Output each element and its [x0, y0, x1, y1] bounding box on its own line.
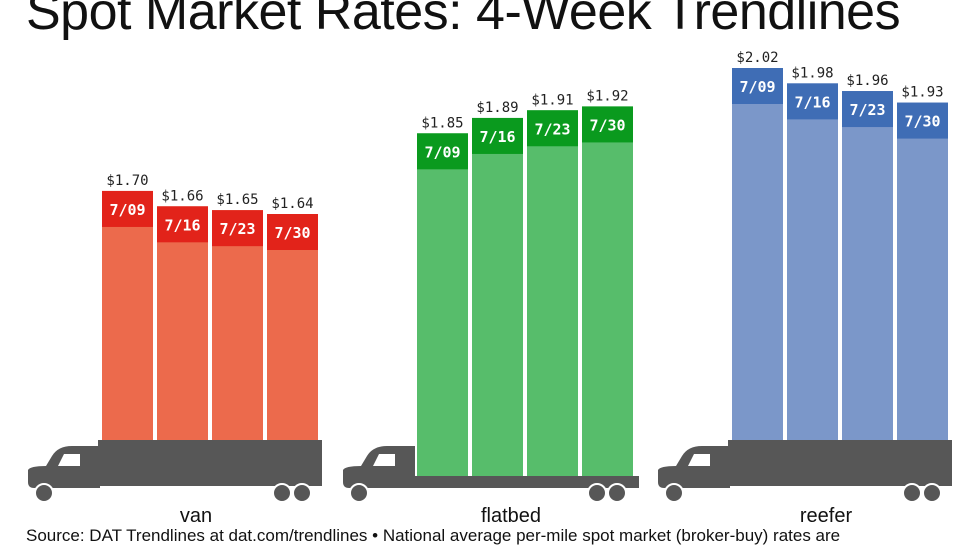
- reefer-truck-cab-icon: [658, 446, 730, 488]
- van-bar: [157, 206, 208, 440]
- van-bar-band: [212, 210, 263, 247]
- reefer-value-label: $1.96: [846, 73, 888, 89]
- van-trailer: [98, 440, 322, 486]
- flatbed-bar-date-label: 7/23: [534, 120, 570, 138]
- flatbed-bar-band: [417, 133, 468, 170]
- van-bar-band: [267, 214, 318, 250]
- reefer-value-label: $1.93: [901, 85, 943, 101]
- van-value-label: $1.66: [161, 188, 203, 204]
- flatbed-bar-band: [527, 110, 578, 147]
- reefer-group-label: reefer: [800, 505, 853, 527]
- van-value-label: $1.64: [271, 196, 313, 212]
- flatbed-wheel-icon: [349, 483, 369, 503]
- van-bar-date-label: 7/30: [274, 224, 310, 242]
- reefer-bar: [842, 91, 893, 440]
- flatbed-bar-band: [582, 106, 633, 143]
- van-bar-date-label: 7/09: [109, 201, 145, 219]
- reefer-bar-date-label: 7/30: [904, 113, 940, 131]
- flatbed-bar-date-label: 7/30: [589, 116, 625, 134]
- reefer-wheel-icon: [664, 483, 684, 503]
- reefer-bar-band: [732, 68, 783, 104]
- van-bar-date-label: 7/16: [164, 216, 200, 234]
- reefer-bar-date-label: 7/23: [849, 101, 885, 119]
- van-bar-date-label: 7/23: [219, 220, 255, 238]
- van-bar: [267, 214, 318, 440]
- van-bar-band: [157, 206, 208, 243]
- flatbed-bar: [582, 106, 633, 476]
- flatbed-bar: [527, 110, 578, 477]
- chart-title: Spot Market Rates: 4-Week Trendlines: [26, 0, 901, 41]
- reefer-bar: [787, 83, 838, 441]
- van-bar: [102, 190, 153, 440]
- van-wheel-icon: [34, 483, 54, 503]
- van-wheel-icon: [292, 483, 312, 503]
- van-value-label: $1.70: [106, 173, 148, 189]
- reefer-bar-band: [787, 83, 838, 120]
- flatbed-trailer-bed: [411, 476, 639, 488]
- flatbed-group-label: flatbed: [481, 505, 541, 527]
- reefer-wheel-icon: [922, 483, 942, 503]
- source-note: Source: DAT Trendlines at dat.com/trendl…: [26, 526, 841, 545]
- flatbed-value-label: $1.89: [476, 100, 518, 116]
- flatbed-value-label: $1.92: [586, 88, 628, 104]
- flatbed-wheel-icon: [607, 483, 627, 503]
- flatbed-truck-cab-icon: [343, 446, 415, 488]
- reefer-bar-date-label: 7/16: [794, 93, 830, 111]
- flatbed-value-label: $1.91: [531, 92, 573, 108]
- reefer-trailer: [728, 440, 952, 486]
- flatbed-value-label: $1.85: [421, 115, 463, 131]
- reefer-bar: [732, 68, 783, 440]
- reefer-bar-band: [897, 102, 948, 139]
- reefer-wheel-icon: [902, 483, 922, 503]
- flatbed-wheel-icon: [587, 483, 607, 503]
- flatbed-bar-band: [472, 117, 523, 154]
- van-truck-cab-icon: [28, 446, 100, 488]
- flatbed-bar-date-label: 7/09: [424, 143, 460, 161]
- van-bar: [212, 210, 263, 440]
- flatbed-bar: [417, 133, 468, 476]
- van-value-label: $1.65: [216, 192, 258, 208]
- reefer-value-label: $1.98: [791, 65, 833, 81]
- van-group-label: van: [180, 505, 212, 527]
- flatbed-bar-date-label: 7/16: [479, 128, 515, 146]
- reefer-value-label: $2.02: [736, 50, 778, 66]
- flatbed-bar: [472, 117, 523, 477]
- reefer-bar: [897, 102, 948, 440]
- van-bar-band: [102, 190, 153, 227]
- reefer-bar-band: [842, 91, 893, 128]
- reefer-bar-date-label: 7/09: [739, 78, 775, 96]
- van-wheel-icon: [272, 483, 292, 503]
